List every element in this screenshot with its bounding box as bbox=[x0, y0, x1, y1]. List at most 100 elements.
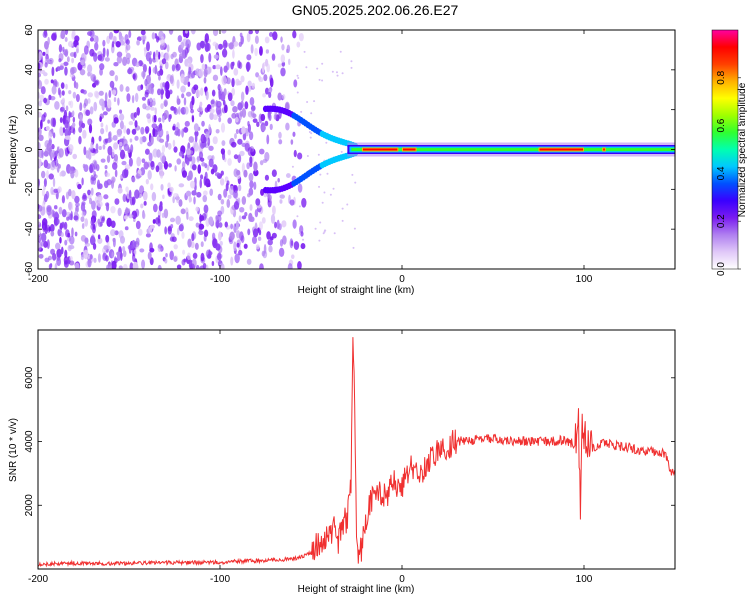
heatmap-cell bbox=[230, 100, 235, 107]
x-tick-label: -100 bbox=[210, 274, 230, 285]
heatmap-cell bbox=[203, 229, 209, 238]
heatmap-cell bbox=[44, 225, 48, 235]
heatmap-cell bbox=[119, 84, 124, 92]
heatmap-cell bbox=[59, 222, 63, 231]
heatmap-cell bbox=[286, 48, 289, 54]
heatmap-cell bbox=[292, 219, 297, 229]
heatmap-cell bbox=[66, 216, 70, 221]
heatmap-cell bbox=[194, 242, 199, 250]
heatmap-cell bbox=[51, 85, 57, 95]
heatmap-cell bbox=[317, 153, 320, 156]
heatmap-cell bbox=[122, 245, 126, 253]
heatmap-cell bbox=[98, 53, 105, 62]
heatmap-cell bbox=[300, 110, 303, 113]
heatmap-cell bbox=[60, 82, 65, 89]
heatmap-cell bbox=[68, 41, 74, 48]
heatmap-cell bbox=[178, 106, 181, 115]
heatmap-cell bbox=[233, 68, 239, 76]
heatmap-cell bbox=[269, 236, 274, 241]
heatmap-cell bbox=[59, 65, 64, 71]
heatmap-cell bbox=[144, 78, 148, 87]
heatmap-cell bbox=[136, 39, 140, 46]
heatmap-cell bbox=[163, 208, 169, 219]
heatmap-cell bbox=[246, 162, 250, 170]
heatmap-cell bbox=[323, 229, 326, 232]
heatmap-cell bbox=[71, 122, 76, 128]
heatmap-cell bbox=[72, 91, 77, 99]
heatmap-cell bbox=[123, 143, 130, 152]
heatmap-cell bbox=[191, 233, 195, 242]
heatmap-cell bbox=[105, 234, 110, 243]
heatmap-cell bbox=[316, 67, 319, 70]
heatmap-cell bbox=[80, 254, 84, 261]
heatmap-cell bbox=[119, 109, 123, 114]
heatmap-cell bbox=[48, 131, 53, 140]
heatmap-cell bbox=[79, 114, 83, 122]
heatmap-cell bbox=[113, 117, 119, 124]
heatmap-cell bbox=[110, 206, 116, 214]
heatmap-cell bbox=[44, 147, 50, 156]
heatmap-cell bbox=[216, 252, 222, 261]
heatmap-cell bbox=[223, 104, 228, 114]
y-tick-label: 20 bbox=[24, 104, 35, 116]
heatmap-cell bbox=[319, 221, 322, 224]
heatmap-cell bbox=[174, 165, 177, 172]
heatmap-cell bbox=[271, 53, 276, 61]
heatmap-cell bbox=[354, 181, 357, 184]
heatmap-cell bbox=[102, 39, 106, 47]
heatmap-cell bbox=[49, 224, 55, 232]
heatmap-cell bbox=[134, 189, 140, 199]
heatmap-cell bbox=[277, 178, 280, 183]
heatmap-cell bbox=[249, 96, 255, 106]
heatmap-cell bbox=[144, 148, 150, 155]
heatmap-cell bbox=[87, 31, 93, 36]
band-peak-segment bbox=[539, 148, 583, 151]
heatmap-cell bbox=[278, 247, 285, 257]
heatmap-cell bbox=[201, 63, 206, 70]
heatmap-cell bbox=[184, 106, 189, 115]
heatmap-cell bbox=[199, 178, 202, 189]
heatmap-cell bbox=[221, 30, 227, 34]
heatmap-cell bbox=[114, 169, 118, 178]
heatmap-cell bbox=[250, 109, 255, 117]
heatmap-cell bbox=[84, 218, 89, 227]
heatmap-cell bbox=[188, 66, 192, 75]
heatmap-cell bbox=[209, 108, 215, 114]
heatmap-cell bbox=[119, 149, 126, 160]
heatmap-cell bbox=[150, 183, 154, 191]
heatmap-cell bbox=[253, 169, 259, 177]
heatmap-cell bbox=[106, 48, 109, 58]
heatmap-cell bbox=[66, 211, 71, 217]
heatmap-cell bbox=[124, 208, 130, 214]
heatmap-cell bbox=[231, 87, 236, 96]
heatmap-cell bbox=[198, 151, 204, 159]
heatmap-cell bbox=[181, 93, 185, 99]
heatmap-cell bbox=[186, 211, 189, 220]
x-tick-label: -100 bbox=[210, 574, 230, 585]
heatmap-cell bbox=[302, 238, 305, 241]
heatmap-cell bbox=[46, 239, 50, 250]
heatmap-cell bbox=[218, 231, 222, 241]
heatmap-cell bbox=[118, 265, 123, 269]
heatmap-cell bbox=[105, 203, 110, 212]
heatmap-cell bbox=[74, 35, 80, 43]
colorbar-gradient-bar bbox=[712, 30, 738, 269]
heatmap-cell bbox=[226, 77, 231, 85]
heatmap-cell bbox=[101, 216, 105, 223]
heatmap-cell bbox=[94, 42, 99, 51]
heatmap-cell bbox=[218, 222, 223, 228]
x-tick-label: 100 bbox=[576, 274, 593, 285]
heatmap-cell bbox=[212, 232, 216, 240]
heatmap-cell bbox=[98, 145, 102, 151]
heatmap-cell bbox=[113, 30, 120, 34]
heatmap-cell bbox=[112, 237, 116, 243]
heatmap-cell bbox=[104, 57, 110, 62]
heatmap-cell bbox=[131, 94, 135, 104]
heatmap-cell bbox=[285, 122, 290, 131]
heatmap-cell bbox=[72, 153, 78, 160]
heatmap-cell bbox=[181, 170, 188, 178]
heatmap-cell bbox=[131, 200, 136, 206]
heatmap-cell bbox=[265, 49, 269, 54]
heatmap-cell bbox=[261, 250, 266, 257]
x-tick-label: -200 bbox=[28, 274, 48, 285]
